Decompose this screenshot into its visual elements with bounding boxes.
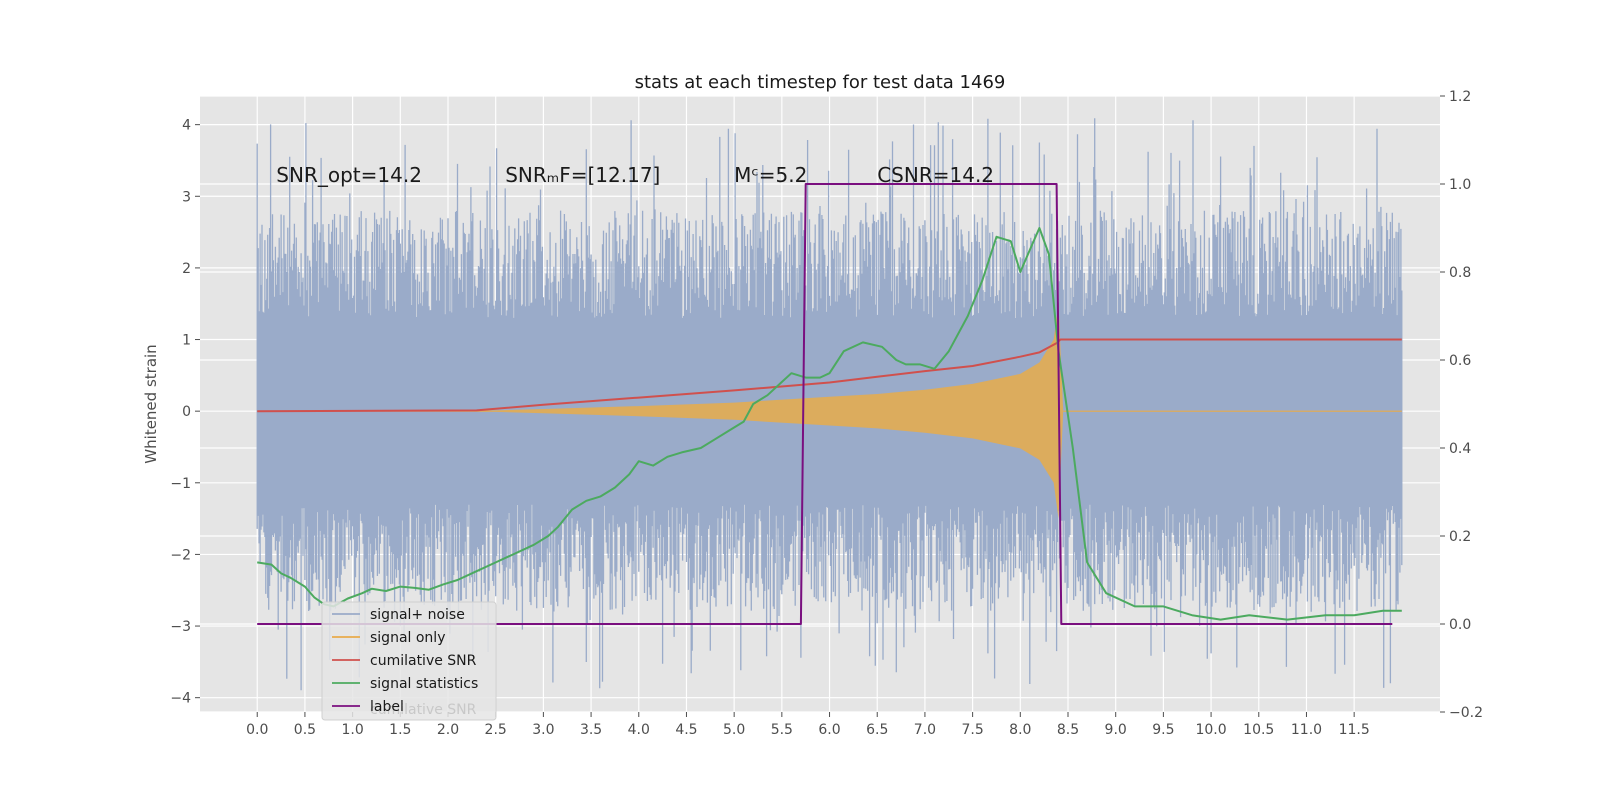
y-axis-label: Whitened strain: [142, 344, 160, 463]
y-tick-label: −4: [170, 691, 191, 707]
y-tick-label: −3: [170, 619, 191, 635]
y-tick-label: 3: [182, 189, 191, 205]
legend-entry: signal statistics: [370, 676, 478, 692]
line-series: [257, 183, 1402, 625]
x-tick-label: 7.5: [961, 722, 983, 738]
y-axis-ticks: 4 3 2 1 0 −1 −2 −3 −4: [170, 118, 200, 707]
x-tick-label: 7.0: [914, 722, 936, 738]
x-tick-label: 11.5: [1339, 722, 1370, 738]
x-tick-label: 8.0: [1009, 722, 1031, 738]
label-line: [257, 183, 1393, 625]
annotations: SNR_opt=14.2 SNRₘF=[12.17] Mᶜ=5.2 CSNR=14.2: [276, 163, 994, 187]
x-tick-label: 9.5: [1152, 722, 1174, 738]
x-tick-label: 3.5: [580, 722, 602, 738]
legend-entry: signal+ noise: [370, 607, 465, 623]
x-tick-label: 1.5: [389, 722, 411, 738]
x-tick-label: 1.0: [341, 722, 363, 738]
annotation-text: CSNR=14.2: [877, 163, 994, 187]
x-tick-label: 6.0: [818, 722, 840, 738]
legend-entry: signal only: [370, 630, 445, 646]
chart-title: stats at each timestep for test data 146…: [635, 72, 1006, 93]
y-tick-label: 1: [182, 333, 191, 349]
x-tick-label: 3.0: [532, 722, 554, 738]
x-tick-label: 0.0: [246, 722, 268, 738]
legend: cumilative SNR signal+ noise signal only cu…: [321, 601, 497, 721]
x-tick-label: 8.5: [1057, 722, 1079, 738]
y2-tick-label: 1.2: [1449, 89, 1471, 105]
legend-box: [321, 601, 497, 721]
x-tick-label: 0.5: [294, 722, 316, 738]
y-tick-label: −1: [170, 476, 191, 492]
y2-axis-ticks: 1.2 1.0 0.8 0.6 0.4 0.2 0.0 −0.2: [1440, 89, 1483, 721]
x-tick-label: 2.5: [485, 722, 507, 738]
y-tick-label: 4: [182, 118, 191, 134]
signal-only-series: [257, 303, 1402, 519]
y2-tick-label: 0.0: [1449, 617, 1471, 633]
signal-envelope: [257, 303, 1402, 519]
legend-entry: cumilative SNR: [370, 653, 477, 669]
y2-tick-label: 0.4: [1449, 441, 1471, 457]
x-tick-label: 10.0: [1195, 722, 1226, 738]
x-tick-label: 11.0: [1291, 722, 1322, 738]
annotation-text: SNRₘF=[12.17]: [505, 163, 660, 187]
y2-tick-label: 1.0: [1449, 177, 1471, 193]
y-tick-label: 2: [182, 261, 191, 277]
x-tick-label: 4.5: [675, 722, 697, 738]
signal-statistics-line: [257, 227, 1402, 621]
annotation-text: Mᶜ=5.2: [734, 163, 807, 187]
x-tick-label: 4.0: [628, 722, 650, 738]
x-tick-label: 2.0: [437, 722, 459, 738]
cumulative-snr-line: [257, 338, 1402, 413]
x-tick-label: 5.0: [723, 722, 745, 738]
annotation-text: SNR_opt=14.2: [276, 163, 422, 187]
y2-tick-label: −0.2: [1449, 705, 1483, 721]
y-tick-label: −2: [170, 547, 191, 563]
x-tick-label: 10.5: [1243, 722, 1274, 738]
y2-tick-label: 0.6: [1449, 353, 1471, 369]
legend-ghost-text: cumilative SNR: [370, 702, 477, 718]
x-tick-label: 5.5: [771, 722, 793, 738]
x-axis-ticks: 0.0 0.5 1.0 1.5 2.0 2.5 3.0 3.5 4.0 4.5 5.0 5.5 6.0 6…: [246, 712, 1370, 738]
y-tick-label: 0: [182, 404, 191, 420]
y2-tick-label: 0.2: [1449, 529, 1471, 545]
y2-tick-label: 0.8: [1449, 265, 1471, 281]
x-tick-label: 6.5: [866, 722, 888, 738]
x-tick-label: 9.0: [1105, 722, 1127, 738]
legend-entry: label: [370, 699, 404, 715]
